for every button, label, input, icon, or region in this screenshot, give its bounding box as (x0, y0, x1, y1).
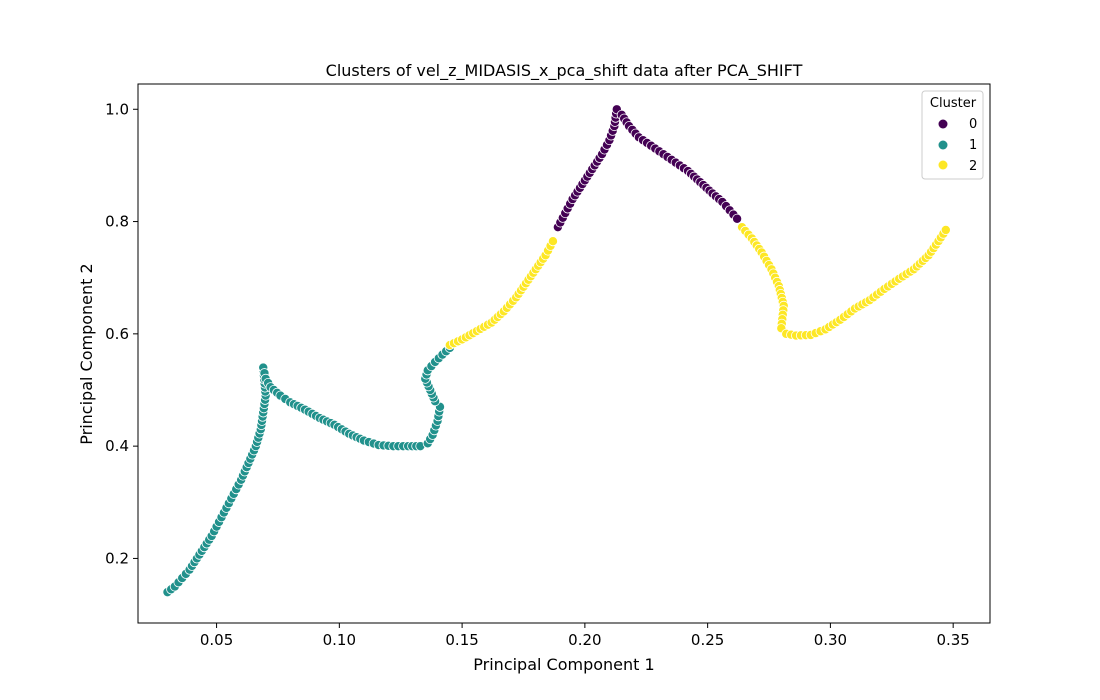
x-tick-label: 0.30 (814, 631, 847, 649)
x-tick-label: 0.15 (445, 631, 478, 649)
x-axis-ticks: 0.05 0.10 0.15 0.20 0.25 0.30 0.35 (200, 623, 970, 649)
legend-label-2: 2 (969, 159, 977, 174)
chart-title: Clusters of vel_z_MIDASIS_x_pca_shift da… (326, 61, 803, 81)
x-tick-label: 0.20 (568, 631, 601, 649)
legend-label-1: 1 (969, 138, 977, 153)
data-point (732, 213, 743, 224)
legend-box (921, 90, 984, 180)
x-tick-label: 0.05 (200, 631, 233, 649)
legend: Cluster 0 1 2 (921, 90, 984, 180)
y-tick-label: 0.2 (105, 549, 129, 567)
legend-title: Cluster (930, 96, 977, 111)
x-tick-label: 0.10 (323, 631, 356, 649)
y-axis-ticks: 0.2 0.4 0.6 0.8 1.0 (105, 100, 138, 567)
y-tick-label: 0.6 (105, 325, 129, 343)
y-axis-label: Principal Component 2 (77, 263, 96, 444)
x-axis-label: Principal Component 1 (473, 655, 654, 674)
data-point (547, 236, 558, 247)
legend-marker-1 (938, 140, 948, 150)
y-tick-label: 0.8 (105, 213, 129, 231)
legend-label-0: 0 (969, 117, 977, 132)
y-tick-label: 0.4 (105, 437, 129, 455)
scatter-points (162, 104, 951, 598)
x-tick-label: 0.25 (691, 631, 724, 649)
legend-marker-2 (938, 160, 948, 170)
y-tick-label: 1.0 (105, 100, 129, 118)
x-tick-label: 0.35 (936, 631, 969, 649)
data-point (940, 224, 951, 235)
plot-frame (137, 83, 991, 624)
legend-marker-0 (938, 119, 948, 129)
